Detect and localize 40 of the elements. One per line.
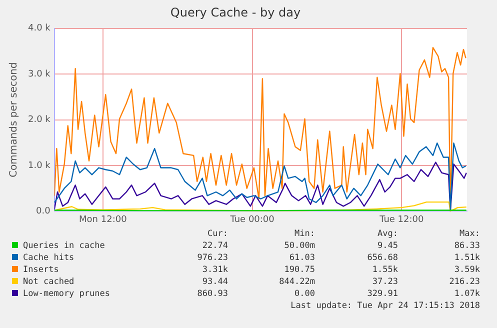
text: 3.59k [454,265,480,275]
legend-label: Low-memory prunes [22,289,110,299]
y-axis-title: Commands per second [8,62,20,178]
y-tick-label: 1.0 k [28,160,52,171]
x-tick-label: Tue 12:00 [378,214,424,225]
text: 1.51k [454,253,480,263]
text: 50.00m [284,241,315,251]
text: 976.23 [197,253,228,263]
text: Cur: [208,229,228,239]
text: Avg: [378,229,398,239]
y-tick-label: 4.0 k [28,24,52,34]
y-tick-label: 2.0 k [28,115,52,126]
text: 61.03 [289,253,315,263]
text: 844.22m [279,277,315,287]
legend-label: Cache hits [22,253,74,263]
legend-label: Not cached [22,277,74,287]
text: 1.55k [372,265,398,275]
text: Max: [460,229,480,239]
text: 86.33 [454,241,480,251]
text: 190.75 [284,265,315,275]
text: 3.31k [202,265,228,275]
x-tick-label: Mon 12:00 [79,214,128,225]
legend-label: Inserts [22,265,59,275]
text: 0.00 [294,289,315,299]
text: 93.44 [202,277,228,287]
text: 37.23 [372,277,398,287]
y-tick-label: 0.0 [36,206,51,217]
y-tick-label: 3.0 k [28,69,52,80]
text: 9.45 [378,241,398,251]
text: 860.93 [197,289,228,299]
text: 329.91 [367,289,398,299]
text: 656.68 [367,253,398,263]
text: 216.23 [449,277,480,287]
text: 22.74 [202,241,228,251]
chart-title: Query Cache - by day [170,5,301,20]
x-tick-label: Tue 00:00 [229,214,275,225]
legend-label: Queries in cache [22,241,105,251]
text: Last update: Tue Apr 24 17:15:13 2018 [290,301,480,311]
text: Min: [294,229,315,239]
text: 1.07k [454,289,480,299]
